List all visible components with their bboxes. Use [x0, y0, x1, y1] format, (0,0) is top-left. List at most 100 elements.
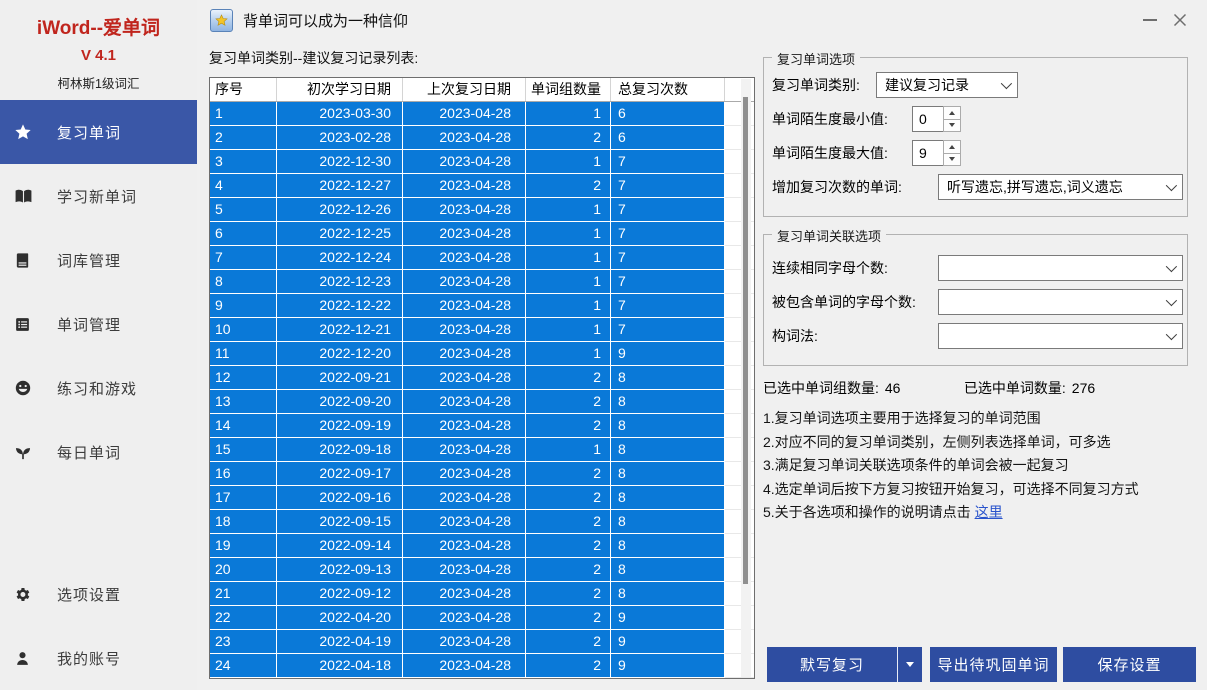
- table-cell: 2023-04-28: [403, 102, 526, 126]
- table-row[interactable]: 19 2022-09-14 2023-04-28 2 8: [210, 534, 754, 558]
- column-header[interactable]: 单词组数量: [526, 78, 611, 101]
- table-row[interactable]: 1 2023-03-30 2023-04-28 1 6: [210, 102, 754, 126]
- table-row[interactable]: 24 2022-04-18 2023-04-28 2 9: [210, 654, 754, 678]
- table-cell: 2023-04-28: [403, 558, 526, 582]
- table-cell: 2023-04-28: [403, 654, 526, 678]
- table-cell: 2023-04-28: [403, 630, 526, 654]
- spin-up-icon[interactable]: [943, 106, 961, 120]
- table-row[interactable]: 7 2022-12-24 2023-04-28 1 7: [210, 246, 754, 270]
- table-scrollbar[interactable]: [741, 79, 751, 677]
- spin-down-icon[interactable]: [943, 119, 961, 132]
- sidebar-item-book[interactable]: 词库管理: [0, 228, 197, 292]
- column-header[interactable]: 总复习次数: [611, 78, 725, 101]
- minimize-icon[interactable]: [1135, 6, 1165, 34]
- table-cell: 2023-04-28: [403, 414, 526, 438]
- sidebar-item-label: 练习和游戏: [57, 380, 138, 398]
- table-cell: 2022-12-26: [277, 198, 403, 222]
- table-row[interactable]: 2 2023-02-28 2023-04-28 2 6: [210, 126, 754, 150]
- table-row[interactable]: 11 2022-12-20 2023-04-28 1 9: [210, 342, 754, 366]
- table-row[interactable]: 20 2022-09-13 2023-04-28 2 8: [210, 558, 754, 582]
- table-row[interactable]: 18 2022-09-15 2023-04-28 2 8: [210, 510, 754, 534]
- scrollbar-thumb[interactable]: [743, 97, 748, 584]
- sidebar-item-list[interactable]: 单词管理: [0, 292, 197, 356]
- table-cell: 2022-12-24: [277, 246, 403, 270]
- spin-down-icon[interactable]: [943, 153, 961, 166]
- sidebar-item-smiley[interactable]: 练习和游戏: [0, 356, 197, 420]
- sidebar-item-sprout[interactable]: 每日单词: [0, 420, 197, 484]
- smiley-icon: [14, 378, 40, 398]
- window-body: 复习单词类别--建议复习记录列表: 序号 初次学习日期 上次复习日期 单词组数量 总复习…: [197, 40, 1207, 690]
- min-unfamiliarity-input[interactable]: [912, 106, 943, 132]
- table-cell: 1: [210, 102, 277, 126]
- instruction-line: 4.选定单词后按下方复习按钮开始复习，可选择不同复习方式: [763, 480, 1139, 497]
- selected-words-count: 276: [1071, 380, 1096, 396]
- max-unfamiliarity-input[interactable]: [912, 140, 943, 166]
- review-mode-dropdown-button[interactable]: [897, 647, 922, 682]
- column-header[interactable]: 上次复习日期: [403, 78, 526, 101]
- sidebar-item-person[interactable]: 我的账号: [0, 626, 197, 690]
- export-words-button[interactable]: 导出待巩固单词: [930, 647, 1057, 682]
- table-cell: 2: [526, 462, 611, 486]
- table-cell: 15: [210, 438, 277, 462]
- table-cell: 2: [526, 606, 611, 630]
- table-row[interactable]: 8 2022-12-23 2023-04-28 1 7: [210, 270, 754, 294]
- sidebar-item-gear[interactable]: 选项设置: [0, 562, 197, 626]
- related-option-dropdown[interactable]: [938, 255, 1183, 281]
- table-row[interactable]: 21 2022-09-12 2023-04-28 2 8: [210, 582, 754, 606]
- increase-review-value: 听写遗忘,拼写遗忘,词义遗忘: [947, 179, 1123, 195]
- table-cell: 2022-09-16: [277, 486, 403, 510]
- close-icon[interactable]: [1165, 6, 1195, 34]
- sidebar-item-star[interactable]: 复习单词: [0, 100, 197, 164]
- increase-review-label: 增加复习次数的单词:: [772, 179, 902, 195]
- table-row[interactable]: 6 2022-12-25 2023-04-28 1 7: [210, 222, 754, 246]
- sidebar-item-open-book[interactable]: 学习新单词: [0, 164, 197, 228]
- table-cell: 7: [611, 294, 725, 318]
- table-row[interactable]: 16 2022-09-17 2023-04-28 2 8: [210, 462, 754, 486]
- table-row[interactable]: 23 2022-04-19 2023-04-28 2 9: [210, 630, 754, 654]
- table-cell: 7: [210, 246, 277, 270]
- table-cell: 2022-04-20: [277, 606, 403, 630]
- sidebar-item-label: 我的账号: [57, 650, 122, 668]
- increase-review-dropdown[interactable]: 听写遗忘,拼写遗忘,词义遗忘: [938, 174, 1183, 200]
- table-row[interactable]: 14 2022-09-19 2023-04-28 2 8: [210, 414, 754, 438]
- table-cell: 2022-09-14: [277, 534, 403, 558]
- action-buttons: 默写复习 导出待巩固单词 保存设置: [767, 647, 1196, 682]
- group-title: 复习单词选项: [772, 49, 861, 68]
- table-cell: 2023-04-28: [403, 246, 526, 270]
- table-cell: 1: [526, 198, 611, 222]
- related-options-rows: 连续相同字母个数: 被包含单词的字母个数: 构词法:: [772, 255, 1183, 349]
- table-row[interactable]: 10 2022-12-21 2023-04-28 1 7: [210, 318, 754, 342]
- selected-words-label: 已选中单词数量:: [963, 380, 1066, 396]
- table-cell: 2022-04-18: [277, 654, 403, 678]
- save-settings-button[interactable]: 保存设置: [1063, 647, 1196, 682]
- table-cell: 2022-12-27: [277, 174, 403, 198]
- table-cell: 2: [526, 366, 611, 390]
- table-cell: 5: [210, 198, 277, 222]
- help-link[interactable]: 这里: [974, 504, 1003, 520]
- table-cell: 2023-04-28: [403, 390, 526, 414]
- category-dropdown[interactable]: 建议复习记录: [876, 72, 1018, 98]
- table-row[interactable]: 5 2022-12-26 2023-04-28 1 7: [210, 198, 754, 222]
- table-cell: 2022-04-19: [277, 630, 403, 654]
- column-header[interactable]: 序号: [210, 78, 277, 101]
- related-option-dropdown[interactable]: [938, 323, 1183, 349]
- table-row[interactable]: 9 2022-12-22 2023-04-28 1 7: [210, 294, 754, 318]
- table-row[interactable]: 15 2022-09-18 2023-04-28 1 8: [210, 438, 754, 462]
- related-option-dropdown[interactable]: [938, 289, 1183, 315]
- dictation-review-button[interactable]: 默写复习: [767, 647, 897, 682]
- column-header[interactable]: 初次学习日期: [277, 78, 403, 101]
- table-row[interactable]: 13 2022-09-20 2023-04-28 2 8: [210, 390, 754, 414]
- spin-up-icon[interactable]: [943, 140, 961, 154]
- person-icon: [14, 648, 40, 668]
- selected-groups-label: 已选中单词组数量:: [763, 380, 879, 396]
- table-cell: 10: [210, 318, 277, 342]
- table-cell: 9: [210, 294, 277, 318]
- table-row[interactable]: 22 2022-04-20 2023-04-28 2 9: [210, 606, 754, 630]
- table-cell: 1: [526, 294, 611, 318]
- table-cell: 2023-04-28: [403, 198, 526, 222]
- table-row[interactable]: 17 2022-09-16 2023-04-28 2 8: [210, 486, 754, 510]
- table-row[interactable]: 12 2022-09-21 2023-04-28 2 8: [210, 366, 754, 390]
- table-row[interactable]: 3 2022-12-30 2023-04-28 1 7: [210, 150, 754, 174]
- table-row[interactable]: 4 2022-12-27 2023-04-28 2 7: [210, 174, 754, 198]
